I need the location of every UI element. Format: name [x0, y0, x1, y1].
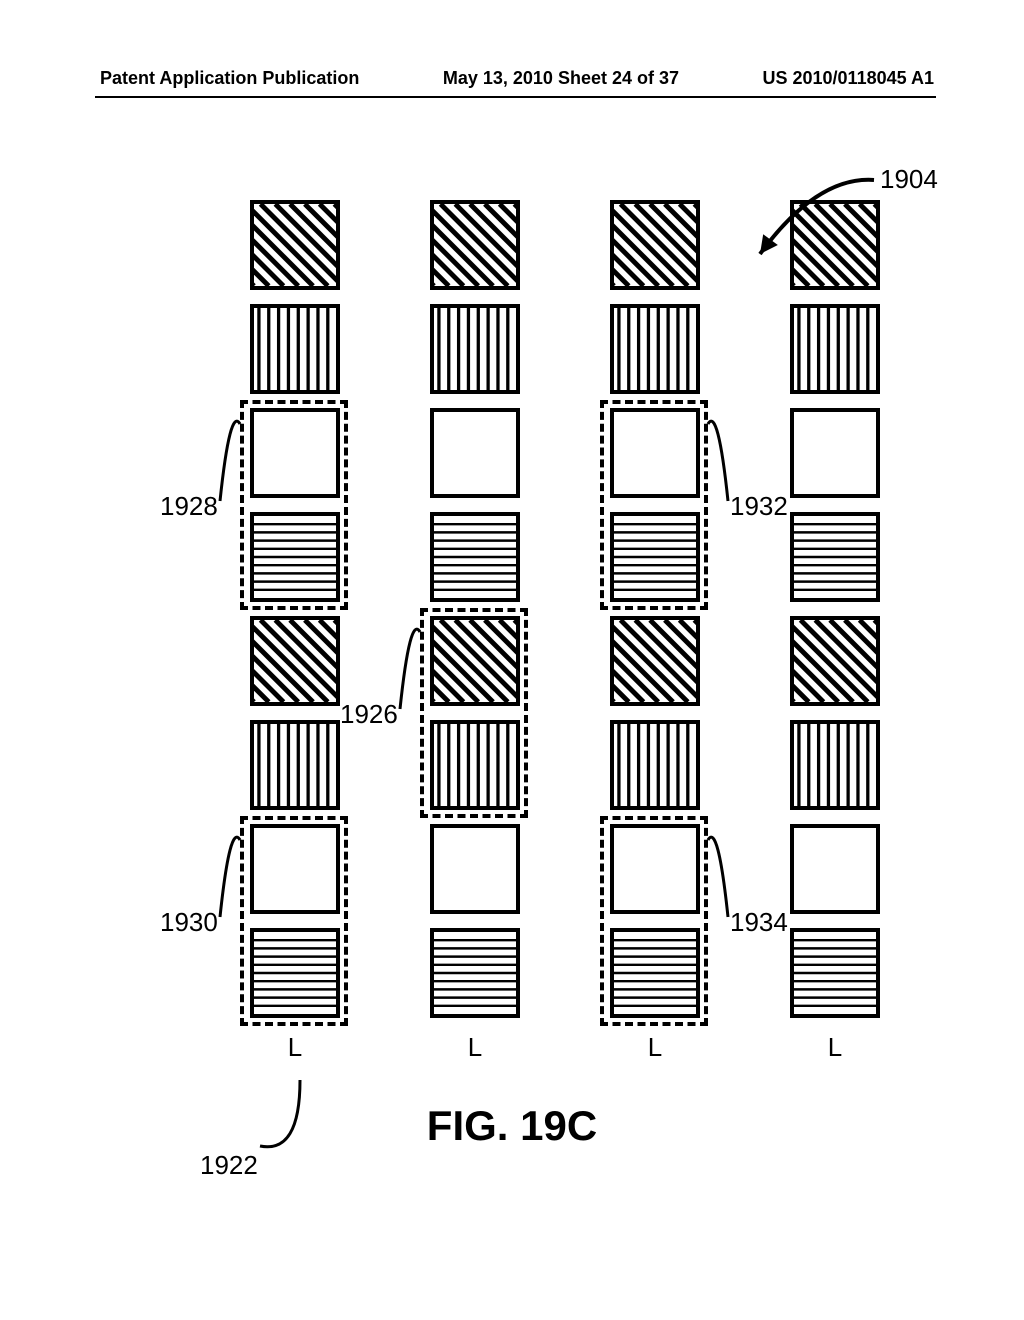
cell-diagonal: [790, 200, 880, 290]
column-3: L: [790, 200, 880, 1063]
cell-diagonal: [250, 200, 340, 290]
column-label: L: [790, 1032, 880, 1063]
column-label: L: [610, 1032, 700, 1063]
cell-diagonal: [790, 616, 880, 706]
column-0: L: [250, 200, 340, 1063]
cell-vertical: [610, 304, 700, 394]
cell-blank: [610, 408, 700, 498]
page-header: Patent Application Publication May 13, 2…: [0, 68, 1024, 89]
cell-vertical: [790, 304, 880, 394]
cell-vertical: [430, 304, 520, 394]
cell-vertical: [790, 720, 880, 810]
cell-diagonal: [610, 616, 700, 706]
ref-label-1922: 1922: [200, 1150, 258, 1181]
cell-horizontal: [250, 512, 340, 602]
cell-diagonal: [250, 616, 340, 706]
cell-blank: [430, 824, 520, 914]
figure-caption: FIG. 19C: [0, 1102, 1024, 1150]
cell-blank: [430, 408, 520, 498]
cell-diagonal: [430, 200, 520, 290]
column-1: L: [430, 200, 520, 1063]
header-right: US 2010/0118045 A1: [763, 68, 934, 89]
ref-label-1934: 1934: [730, 907, 788, 938]
cell-horizontal: [610, 928, 700, 1018]
column-label: L: [430, 1032, 520, 1063]
cell-horizontal: [430, 928, 520, 1018]
column-label: L: [250, 1032, 340, 1063]
cell-vertical: [610, 720, 700, 810]
ref-label-1930: 1930: [160, 907, 218, 938]
cell-horizontal: [610, 512, 700, 602]
cell-blank: [610, 824, 700, 914]
header-center: May 13, 2010 Sheet 24 of 37: [443, 68, 679, 89]
ref-label-1926: 1926: [340, 699, 398, 730]
cell-vertical: [250, 720, 340, 810]
ref-label-1904: 1904: [880, 164, 938, 195]
ref-label-1932: 1932: [730, 491, 788, 522]
header-left: Patent Application Publication: [100, 68, 359, 89]
cell-horizontal: [790, 928, 880, 1018]
cell-blank: [250, 824, 340, 914]
header-rule: [95, 96, 936, 98]
column-2: L: [610, 200, 700, 1063]
cell-vertical: [250, 304, 340, 394]
cell-blank: [790, 408, 880, 498]
cell-diagonal: [610, 200, 700, 290]
cell-vertical: [430, 720, 520, 810]
cell-blank: [790, 824, 880, 914]
cell-blank: [250, 408, 340, 498]
cell-horizontal: [250, 928, 340, 1018]
cell-horizontal: [430, 512, 520, 602]
ref-label-1928: 1928: [160, 491, 218, 522]
cell-horizontal: [790, 512, 880, 602]
cell-diagonal: [430, 616, 520, 706]
